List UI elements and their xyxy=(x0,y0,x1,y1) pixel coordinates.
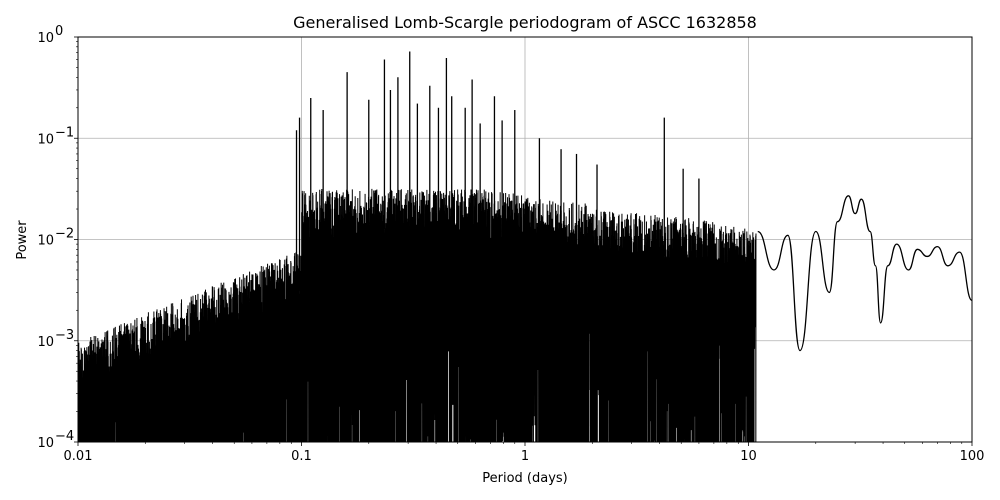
y-tick-label: 10 xyxy=(37,132,54,147)
plot-area xyxy=(78,51,972,442)
periodogram-line xyxy=(78,188,757,442)
x-tick-label: 10 xyxy=(740,449,757,464)
y-tick-exponent: −1 xyxy=(55,125,74,140)
y-axis-label: Power xyxy=(15,220,30,260)
x-axis-ticks: 0.01 0.1 1 10 100 xyxy=(64,442,985,464)
y-tick-exponent: −2 xyxy=(55,227,74,242)
x-axis-label: Period (days) xyxy=(482,471,568,486)
x-tick-label: 0.1 xyxy=(291,449,312,464)
x-tick-label: 100 xyxy=(960,449,985,464)
y-tick-exponent: −3 xyxy=(55,328,74,343)
y-tick-exponent: −4 xyxy=(55,429,74,444)
y-tick-label: 10 xyxy=(37,234,54,249)
x-tick-label: 0.01 xyxy=(64,449,93,464)
y-tick-label: 10 xyxy=(37,31,54,46)
y-tick-label: 10 xyxy=(37,335,54,350)
chart-title: Generalised Lomb-Scargle periodogram of … xyxy=(293,13,757,32)
long-period-curve xyxy=(757,195,972,352)
y-tick-exponent: 0 xyxy=(55,24,63,39)
x-tick-label: 1 xyxy=(521,449,529,464)
peak-marks xyxy=(295,51,700,293)
y-tick-label: 10 xyxy=(37,436,54,451)
